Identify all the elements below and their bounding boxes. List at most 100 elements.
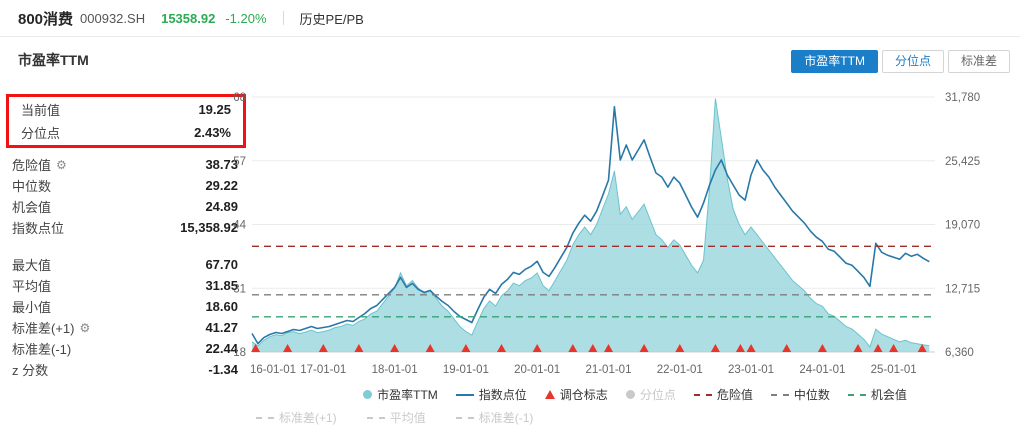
x-axis-tick: 17-01-01 — [300, 364, 346, 376]
index-change: -1.20% — [225, 10, 267, 26]
legend-item-pe-ttm[interactable]: 市盈率TTM — [363, 386, 438, 403]
x-axis-tick: 18-01-01 — [372, 364, 418, 376]
panel-title: 市盈率TTM — [18, 52, 89, 68]
left-axis-tick: 57 — [233, 156, 246, 168]
rebalance-marker-icon — [283, 344, 293, 352]
rebalance-marker-icon — [425, 344, 435, 352]
legend-label: 市盈率TTM — [377, 388, 438, 402]
stats-group-1: 危险值 ⚙ 38.73 中位数 29.22 机会值 24.89 指数点位 15,3… — [0, 154, 250, 238]
nav-history-pe-pb[interactable]: 历史PE/PB — [299, 11, 364, 27]
gear-icon[interactable]: ⚙ — [79, 320, 91, 335]
toggle-percentile[interactable]: 分位点 — [881, 50, 944, 73]
right-axis-tick: 12,715 — [945, 283, 980, 295]
rebalance-marker-icon — [746, 344, 756, 352]
stat-row-std-minus1: 标准差(-1) 22.44 — [12, 341, 238, 357]
legend-item-percentile[interactable]: 分位点 — [625, 386, 676, 403]
rebalance-marker-icon — [497, 344, 506, 352]
toggle-pe-ttm[interactable]: 市盈率TTM — [791, 50, 878, 73]
percentile-legend-icon — [625, 390, 635, 399]
std-plus1-legend-icon — [256, 416, 274, 419]
legend-label: 分位点 — [639, 388, 676, 402]
rebalance-marker-icon — [710, 344, 720, 352]
index-points-legend-icon — [455, 393, 474, 396]
pe-area-outline — [251, 98, 930, 348]
stats-group-2: 最大值 67.70 平均值 31.85 最小值 18.60 标准差(+1) ⚙ 4… — [0, 254, 250, 380]
rebalance-marker-icon — [889, 344, 899, 352]
legend-label: 标准差(+1) — [279, 411, 337, 425]
header: 800消费 000932.SH 15358.92 -1.20% 历史PE/PB — [0, 0, 1020, 37]
legend-item-danger[interactable]: 危险值 — [693, 386, 753, 403]
opportunity-legend-icon — [847, 393, 866, 396]
x-axis-tick: 24-01-01 — [799, 364, 845, 376]
stat-row-current: 当前值 19.25 — [21, 102, 231, 118]
legend-item-std-plus1[interactable]: 标准差(+1) — [256, 409, 337, 426]
stat-row-danger: 危险值 ⚙ 38.73 — [12, 157, 238, 173]
legend-label: 中位数 — [793, 388, 830, 402]
legend-item-index-points[interactable]: 指数点位 — [455, 386, 527, 403]
chart-legend-row-1: 市盈率TTM 指数点位 调仓标志 分位点 危险值 中位数 机会值 — [250, 386, 1020, 403]
stat-row-std-plus1: 标准差(+1) ⚙ 41.27 — [12, 320, 238, 336]
gear-icon[interactable]: ⚙ — [56, 157, 67, 172]
x-axis-tick: 23-01-01 — [728, 364, 774, 376]
current-value: 19.25 — [198, 102, 231, 117]
rebalance-marker-icon — [675, 344, 685, 352]
rebalance-marker-icon — [318, 344, 328, 352]
rebalance-marker-icon — [588, 344, 598, 352]
legend-item-mean[interactable]: 平均值 — [366, 409, 426, 426]
x-axis-tick: 19-01-01 — [443, 364, 489, 376]
left-axis-tick: 68 — [233, 92, 246, 104]
legend-item-opportunity[interactable]: 机会值 — [847, 386, 907, 403]
legend-label: 标准差(-1) — [478, 411, 534, 425]
toggle-stddev[interactable]: 标准差 — [947, 50, 1010, 73]
left-axis-tick: 18 — [233, 347, 246, 359]
legend-label: 机会值 — [870, 388, 907, 402]
rebalance-marker-icon — [251, 344, 261, 352]
right-axis-tick: 19,070 — [945, 220, 980, 232]
rebalance-marker-icon — [917, 344, 927, 352]
mean-legend-icon — [366, 416, 385, 419]
pe-area-series — [252, 98, 930, 352]
right-axis-tick: 31,780 — [945, 92, 980, 104]
legend-item-std-minus1[interactable]: 标准差(-1) — [455, 409, 534, 426]
right-axis-tick: 25,425 — [945, 156, 980, 168]
rebalance-marker-icon — [817, 344, 827, 352]
right-axis-tick: 6,360 — [945, 347, 974, 359]
pe-chart[interactable]: 68 31,780 57 25,425 44 19,070 31 12,715 18 6,360 1… — [230, 37, 1020, 389]
index-title: 800消费 — [18, 10, 74, 28]
stat-row-zscore: z 分数 -1.34 — [12, 362, 238, 378]
rebalance-marker-icon — [735, 344, 745, 352]
index-code: 000932.SH — [80, 10, 146, 26]
legend-item-rebalance-flag[interactable]: 调仓标志 — [544, 386, 608, 403]
rebalance-marker-icon — [782, 344, 792, 352]
stat-row-index-level: 指数点位 15,358.92 — [12, 220, 238, 236]
rebalance-marker-icon — [873, 344, 883, 352]
legend-label: 平均值 — [389, 411, 426, 425]
stat-row-min: 最小值 18.60 — [12, 299, 238, 315]
x-axis-tick: 20-01-01 — [514, 364, 560, 376]
chart-mode-toggle-group: 市盈率TTM 分位点 标准差 — [791, 50, 1010, 73]
median-legend-icon — [770, 393, 789, 396]
rebalance-marker-icon — [568, 344, 578, 352]
x-axis-tick: 21-01-01 — [585, 364, 631, 376]
legend-item-median[interactable]: 中位数 — [770, 386, 830, 403]
danger-legend-icon — [693, 393, 712, 396]
rebalance-marker-icon — [532, 344, 542, 352]
red-highlight-box: 当前值 19.25 分位点 2.43% — [6, 94, 246, 148]
legend-label: 调仓标志 — [559, 388, 608, 402]
rebalance-marker-icon — [604, 344, 613, 352]
legend-label: 指数点位 — [478, 388, 527, 402]
stat-row-median: 中位数 29.22 — [12, 178, 238, 194]
x-axis-tick: 22-01-01 — [657, 364, 703, 376]
rebalance-marker-icon — [461, 344, 471, 352]
chart-legend-row-2: 标准差(+1) 平均值 标准差(-1) — [256, 409, 533, 426]
rebalance-marker-icon — [354, 344, 364, 352]
stat-row-mean: 平均值 31.85 — [12, 278, 238, 294]
stat-row-percentile: 分位点 2.43% — [21, 125, 231, 141]
index-price: 15358.92 — [161, 10, 216, 26]
stat-row-opportunity: 机会值 24.89 — [12, 199, 238, 215]
left-axis-tick: 31 — [233, 283, 246, 295]
header-divider — [282, 11, 284, 25]
x-axis-tick: 16-01-01 — [250, 364, 296, 376]
legend-label: 危险值 — [716, 388, 753, 402]
